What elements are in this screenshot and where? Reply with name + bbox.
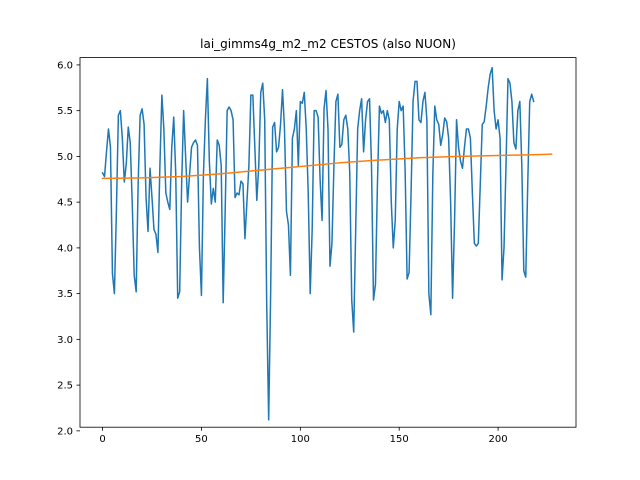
y-tick-label: 4.0 xyxy=(57,243,73,254)
y-tick-label: 3.0 xyxy=(57,335,73,346)
y-tick-label: 5.5 xyxy=(57,106,73,117)
y-tick-label: 2.5 xyxy=(57,381,73,392)
x-tick-label: 100 xyxy=(291,434,310,445)
y-tick-label: 3.5 xyxy=(57,289,73,300)
x-tick-label: 200 xyxy=(489,434,508,445)
x-tick-label: 150 xyxy=(390,434,409,445)
series-layer xyxy=(101,66,553,421)
plot-area-frame xyxy=(79,57,577,428)
y-tick-label: 5.0 xyxy=(57,152,73,163)
y-tick-label: 4.5 xyxy=(57,198,73,209)
y-tick-label: 2.0 xyxy=(57,426,73,437)
x-tick-label: 0 xyxy=(99,434,105,445)
x-tick-label: 50 xyxy=(195,434,208,445)
series-line-raw xyxy=(101,66,535,421)
series-line-trend xyxy=(101,153,553,180)
chart-title: lai_gimms4g_m2_m2 CESTOS (also NUON) xyxy=(200,37,456,51)
y-axis-ticks: 2.0 2.5 3.0 3.5 4.0 4.5 5.0 5.5 6.0 xyxy=(57,60,80,437)
x-axis-ticks: 0 50 100 150 200 xyxy=(99,427,508,445)
y-tick-label: 6.0 xyxy=(57,60,73,71)
